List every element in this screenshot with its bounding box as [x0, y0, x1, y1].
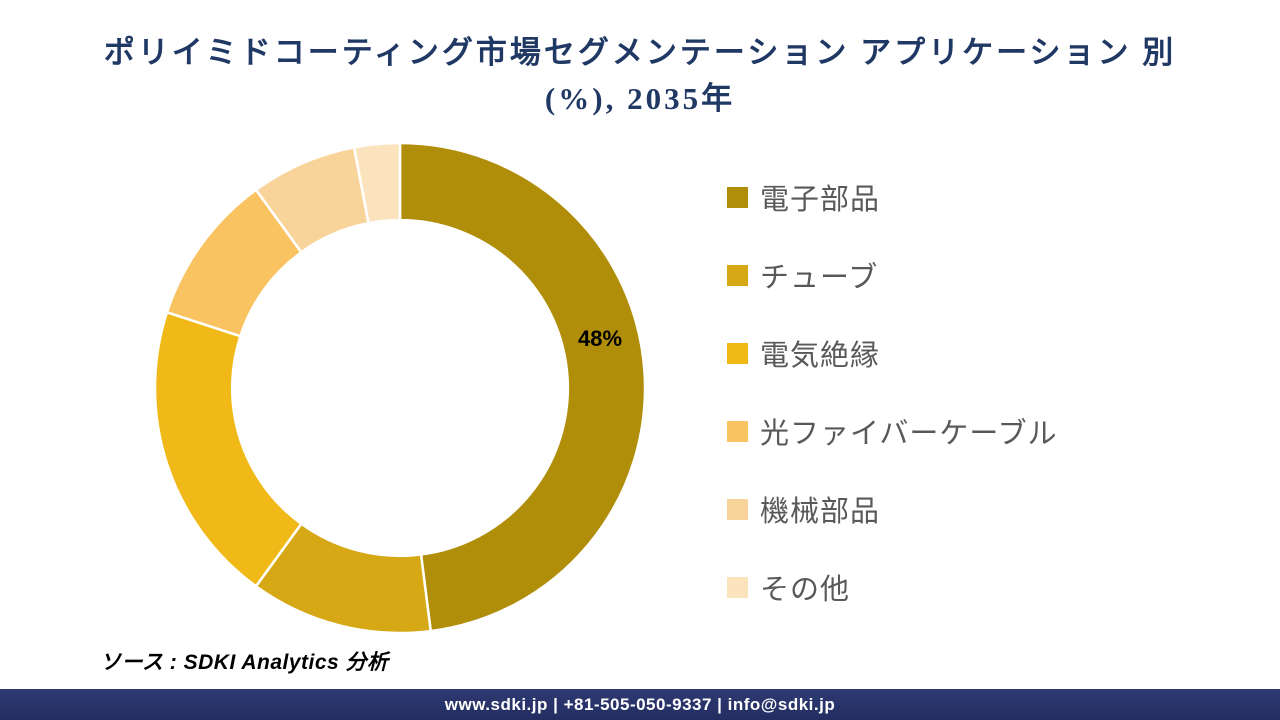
legend-swatch-icon	[727, 498, 748, 520]
legend-swatch-icon	[727, 264, 748, 286]
donut-segment-3	[153, 311, 303, 588]
footer-bar: www.sdki.jp | +81-505-050-9337 | info@sd…	[0, 689, 1280, 720]
segment-value-label: 48%	[578, 326, 622, 351]
donut-chart: 48%	[153, 141, 647, 635]
legend-label: チューブ	[760, 262, 879, 294]
legend-item-5: 機械部品	[727, 470, 1058, 548]
legend-swatch-icon	[727, 342, 748, 364]
legend-item-3: 電気絶縁	[727, 314, 1058, 392]
legend-label: 電子部品	[760, 184, 881, 216]
legend-item-4: 光ファイバーケーブル	[727, 392, 1058, 470]
legend: 電子部品チューブ電気絶縁光ファイバーケーブル 機械部品その他	[727, 158, 1058, 626]
legend-label: 光ファイバーケーブル	[760, 418, 1058, 450]
source-note: ソース : SDKI Analytics 分析	[100, 651, 389, 674]
chart-title-line1: ポリイミドコーティング市場セグメンテーション アプリケーション 別	[103, 35, 1177, 70]
legend-swatch-icon	[727, 420, 748, 442]
legend-item-2: チューブ	[727, 236, 1058, 314]
donut-segment-1	[398, 141, 647, 633]
legend-item-1: 電子部品	[727, 158, 1058, 236]
legend-label: その他	[760, 574, 851, 606]
donut-segment-6	[352, 141, 402, 225]
legend-label: 機械部品	[760, 496, 881, 528]
chart-title: ポリイミドコーティング市場セグメンテーション アプリケーション 別 (%), 2…	[40, 30, 1240, 122]
footer-contact-text: www.sdki.jp | +81-505-050-9337 | info@sd…	[444, 694, 836, 714]
legend-swatch-icon	[727, 576, 748, 598]
chart-title-line2: (%), 2035年	[544, 81, 736, 116]
legend-item-6: その他	[727, 548, 1058, 626]
legend-label: 電気絶縁	[760, 340, 881, 372]
legend-swatch-icon	[727, 186, 748, 208]
